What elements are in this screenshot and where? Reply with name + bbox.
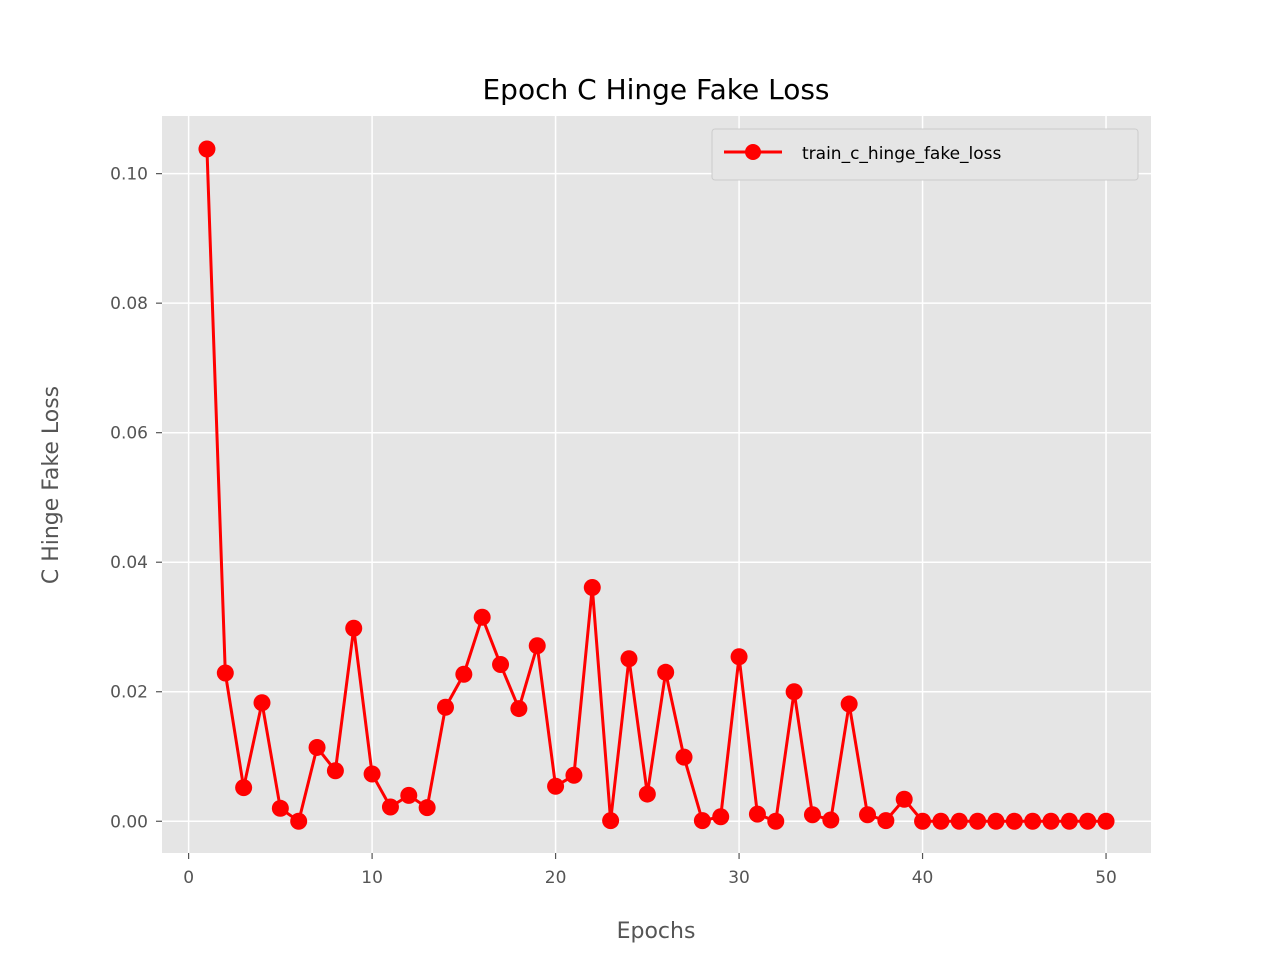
y-tick-label: 0.00 [110, 812, 148, 832]
data-point [418, 799, 436, 817]
data-point [730, 648, 748, 666]
data-point [1024, 812, 1042, 830]
data-point [271, 799, 289, 817]
data-point [932, 812, 950, 830]
data-point [602, 812, 620, 830]
y-tick-label: 0.04 [110, 553, 148, 573]
data-point [583, 578, 601, 596]
y-axis-ticks: 0.00 0.02 0.04 0.06 0.08 0.10 [110, 165, 162, 832]
data-point [381, 798, 399, 816]
data-point [748, 805, 766, 823]
data-point [767, 812, 785, 830]
x-tick-label: 10 [361, 868, 383, 888]
grid [162, 116, 1151, 853]
data-point [950, 812, 968, 830]
series-layer [198, 140, 1115, 830]
data-point [693, 812, 711, 830]
data-point [216, 664, 234, 682]
data-point [565, 766, 583, 784]
x-axis-ticks: 0 10 20 30 40 50 [183, 853, 1117, 888]
data-point [528, 637, 546, 655]
y-tick-label: 0.10 [110, 165, 148, 185]
data-point [785, 683, 803, 701]
data-point [400, 786, 418, 804]
x-axis-label: Epochs [617, 919, 696, 944]
data-point [436, 698, 454, 716]
data-point [987, 812, 1005, 830]
data-point [455, 665, 473, 683]
data-point [510, 700, 528, 718]
data-point [675, 748, 693, 766]
data-point [712, 808, 730, 826]
data-point [1079, 812, 1097, 830]
data-point [1060, 812, 1078, 830]
data-point [198, 140, 216, 158]
data-point [363, 765, 381, 783]
data-point [253, 694, 271, 712]
data-point [492, 656, 510, 674]
data-point [1042, 812, 1060, 830]
data-point [308, 738, 326, 756]
x-tick-label: 50 [1095, 868, 1117, 888]
data-point [877, 812, 895, 830]
data-point [803, 806, 821, 824]
data-point [547, 777, 565, 795]
x-tick-label: 20 [545, 868, 567, 888]
data-point [969, 812, 987, 830]
legend-marker-swatch [745, 144, 761, 160]
y-axis-label: C Hinge Fake Loss [39, 386, 64, 584]
data-point [822, 811, 840, 829]
legend-label: train_c_hinge_fake_loss [802, 144, 1002, 164]
chart-title: Epoch C Hinge Fake Loss [482, 73, 829, 106]
data-point [1005, 812, 1023, 830]
x-tick-label: 0 [183, 868, 194, 888]
data-point [473, 608, 491, 626]
y-tick-label: 0.06 [110, 424, 148, 444]
data-point [840, 695, 858, 713]
data-point [638, 785, 656, 803]
data-point [620, 650, 638, 668]
y-tick-label: 0.08 [110, 294, 148, 314]
data-point [914, 812, 932, 830]
x-tick-label: 40 [912, 868, 934, 888]
x-tick-label: 30 [728, 868, 750, 888]
data-point [657, 663, 675, 681]
y-tick-label: 0.02 [110, 683, 148, 703]
data-point [1097, 812, 1115, 830]
data-point [895, 790, 913, 808]
legend-box [711, 128, 1139, 181]
data-point [235, 779, 253, 797]
data-point [290, 812, 308, 830]
data-point [859, 806, 877, 824]
legend: train_c_hinge_fake_loss [711, 128, 1139, 181]
data-point [326, 762, 344, 780]
data-point [345, 619, 363, 637]
